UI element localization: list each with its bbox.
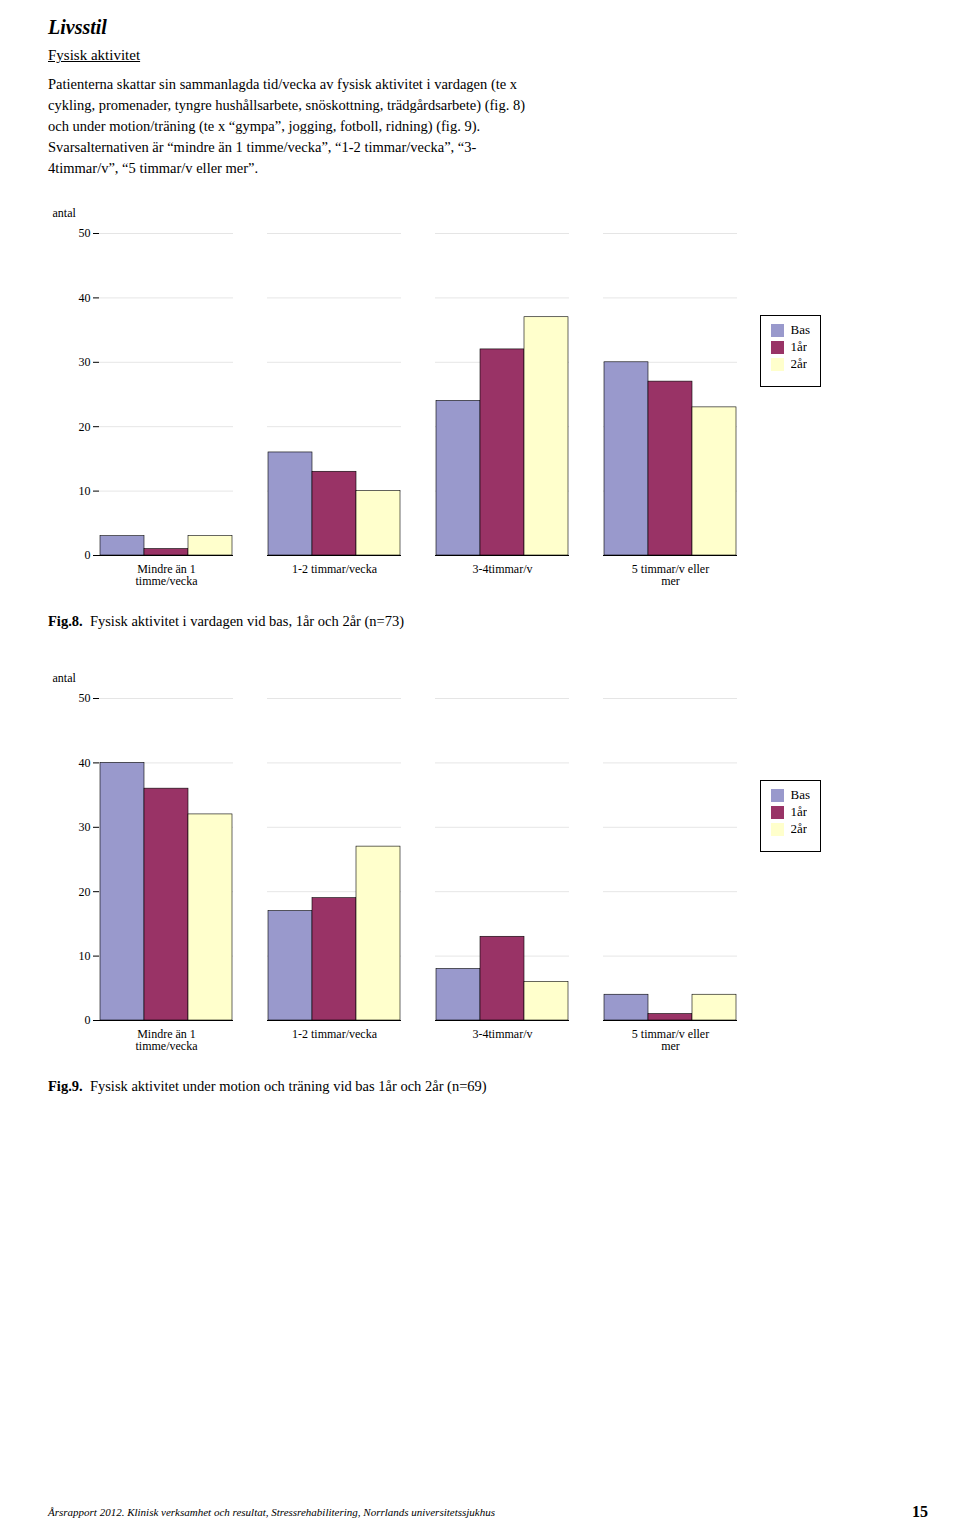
html-text:Livsstil: Livsstil [48, 16, 107, 38]
html-text:Fig.8. Fysisk aktivitet i vard: Fig.8. Fysisk aktivitet i vardagen vid b… [48, 613, 405, 630]
svg-text:50: 50 [79, 226, 91, 240]
html-text:Patienterna skattar sin samman: Patienterna skattar sin sammanlagda tid/… [48, 76, 525, 177]
svg-text:3-4timmar/v: 3-4timmar/v [473, 562, 533, 576]
svg-text:5 timmar/v ellermer: 5 timmar/v ellermer [632, 1027, 709, 1053]
html-text:2år: 2år [790, 356, 808, 372]
svg-text:Mindre än 1timme/vecka: Mindre än 1timme/vecka [136, 1027, 199, 1053]
svg-text:0: 0 [85, 1013, 91, 1027]
svg-text:1-2 timmar/vecka: 1-2 timmar/vecka [292, 562, 378, 576]
html-text:Fysisk aktivitet: Fysisk aktivitet [48, 47, 141, 63]
svg-text:40: 40 [79, 756, 91, 770]
svg-text:30: 30 [79, 355, 91, 369]
svg-text:0: 0 [85, 548, 91, 562]
svg-text:50: 50 [79, 691, 91, 705]
svg-text:40: 40 [79, 291, 91, 305]
svg-text:antal: antal [53, 671, 77, 685]
html-text:Bas: Bas [790, 322, 810, 338]
svg-text:10: 10 [79, 484, 91, 498]
html-text:Fig.9. Fysisk aktivitet under: Fig.9. Fysisk aktivitet under motion och… [48, 1078, 487, 1095]
html-text:Bas: Bas [790, 787, 810, 803]
svg-text:antal: antal [53, 206, 77, 220]
svg-text:Mindre än 1timme/vecka: Mindre än 1timme/vecka [136, 562, 199, 588]
svg-text:20: 20 [79, 420, 91, 434]
svg-text:1-2 timmar/vecka: 1-2 timmar/vecka [292, 1027, 378, 1041]
html-text:1år: 1år [790, 804, 808, 820]
svg-text:20: 20 [79, 885, 91, 899]
html-text:1år: 1år [790, 339, 808, 355]
html-text:2år: 2år [790, 821, 808, 837]
html-text:Årsrapport 2012. Klinisk verks: Årsrapport 2012. Klinisk verksamhet och … [48, 1506, 495, 1518]
svg-text:3-4timmar/v: 3-4timmar/v [473, 1027, 533, 1041]
svg-text:30: 30 [79, 820, 91, 834]
svg-text:10: 10 [79, 949, 91, 963]
html-text:15: 15 [912, 1503, 928, 1520]
svg-text:5 timmar/v ellermer: 5 timmar/v ellermer [632, 562, 709, 588]
